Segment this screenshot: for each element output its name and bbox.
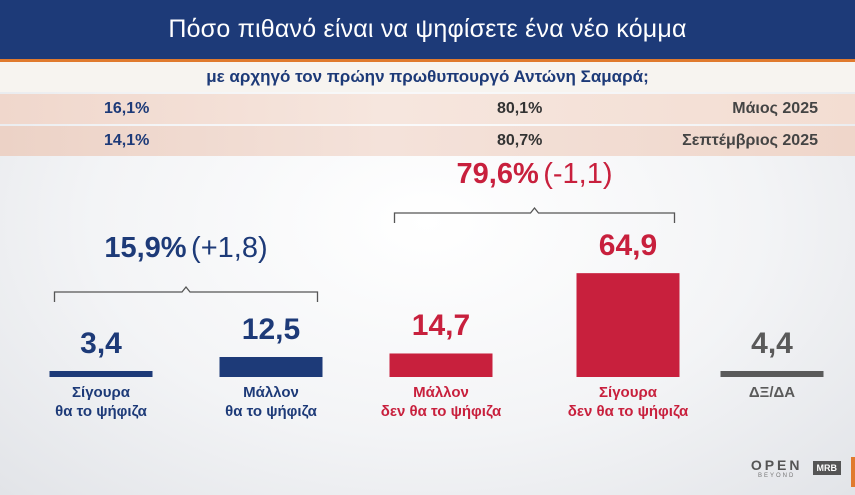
- comparison-mid-value: 80,7%: [497, 132, 543, 149]
- category-label-line: Σίγουρα: [599, 384, 657, 401]
- bar-0: [49, 371, 153, 377]
- group-total-percent: 79,6%: [456, 158, 539, 190]
- category-label-line: ΔΞ/ΔΑ: [748, 384, 796, 401]
- bar-value-label: 4,4: [751, 327, 793, 360]
- bar-value-label: 64,9: [598, 229, 658, 263]
- category-label-line: θα το ψήφιζα: [55, 403, 147, 420]
- comparison-period: Μάιος 2025: [732, 100, 818, 117]
- chart-svg: [49, 206, 824, 377]
- category-label: Μάλλον θα το ψήφιζα: [191, 383, 351, 421]
- group-total-percent: 15,9%: [104, 232, 187, 264]
- logos: OPEN BEYOND MRB: [751, 457, 841, 479]
- category-label-line: δεν θα το ψήφιζα: [567, 403, 689, 420]
- category-label-line: θα το ψήφιζα: [225, 403, 317, 420]
- comparison-mid-value: 80,1%: [497, 100, 543, 117]
- bar-3: [576, 273, 680, 377]
- comparison-row-may: 16,1% 80,1% Μάιος 2025: [0, 94, 855, 124]
- group-total-change: (+1,8): [191, 232, 268, 264]
- group-total-change: (-1,1): [543, 158, 613, 190]
- comparison-left-value: 16,1%: [104, 100, 150, 117]
- bar-chart: 3,4 Σίγουρα θα το ψήφιζα 12,5 Μάλλον θα το ψή…: [0, 158, 855, 495]
- comparison-period: Σεπτέμβριος 2025: [682, 132, 818, 149]
- bar-4: [720, 371, 824, 377]
- page-subtitle: με αρχηγό τον πρώην πρωθυπουργό Αντώνη Σ…: [206, 67, 649, 86]
- bar-1: [219, 357, 323, 377]
- open-logo-subtext: BEYOND: [757, 473, 796, 479]
- category-label-line: Σίγουρα: [72, 384, 130, 401]
- group-bracket: [53, 285, 319, 302]
- group-total-label: 79,6% (-1,1): [385, 158, 685, 191]
- open-logo-text: OPEN: [750, 457, 803, 473]
- category-label-line: Μάλλον: [413, 384, 469, 401]
- category-label: Μάλλον δεν θα το ψήφιζα: [361, 383, 521, 421]
- category-label-line: δεν θα το ψήφιζα: [380, 403, 502, 420]
- title-bar: Πόσο πιθανό είναι να ψηφίσετε ένα νέο κό…: [0, 0, 855, 62]
- category-label: ΔΞ/ΔΑ: [692, 383, 852, 402]
- bar-2: [389, 353, 493, 377]
- comparison-row-september: 14,1% 80,7% Σεπτέμβριος 2025: [0, 126, 855, 156]
- bar-value-label: 14,7: [411, 309, 471, 343]
- group-total-label: 15,9% (+1,8): [36, 232, 336, 265]
- group-bracket: [393, 206, 676, 223]
- bar-value-label: 12,5: [241, 313, 301, 346]
- comparison-left-value: 14,1%: [104, 132, 150, 149]
- category-label: Σίγουρα θα το ψήφιζα: [21, 383, 181, 421]
- mrb-logo: MRB: [812, 461, 841, 475]
- orange-accent: [851, 457, 855, 487]
- subtitle-row: με αρχηγό τον πρώην πρωθυπουργό Αντώνη Σ…: [0, 62, 855, 92]
- category-label: Σίγουρα δεν θα το ψήφιζα: [548, 383, 708, 421]
- bar-value-label: 3,4: [80, 327, 122, 360]
- page-title: Πόσο πιθανό είναι να ψηφίσετε ένα νέο κό…: [168, 15, 687, 43]
- category-label-line: Μάλλον: [243, 384, 299, 401]
- open-logo: OPEN BEYOND: [751, 457, 803, 479]
